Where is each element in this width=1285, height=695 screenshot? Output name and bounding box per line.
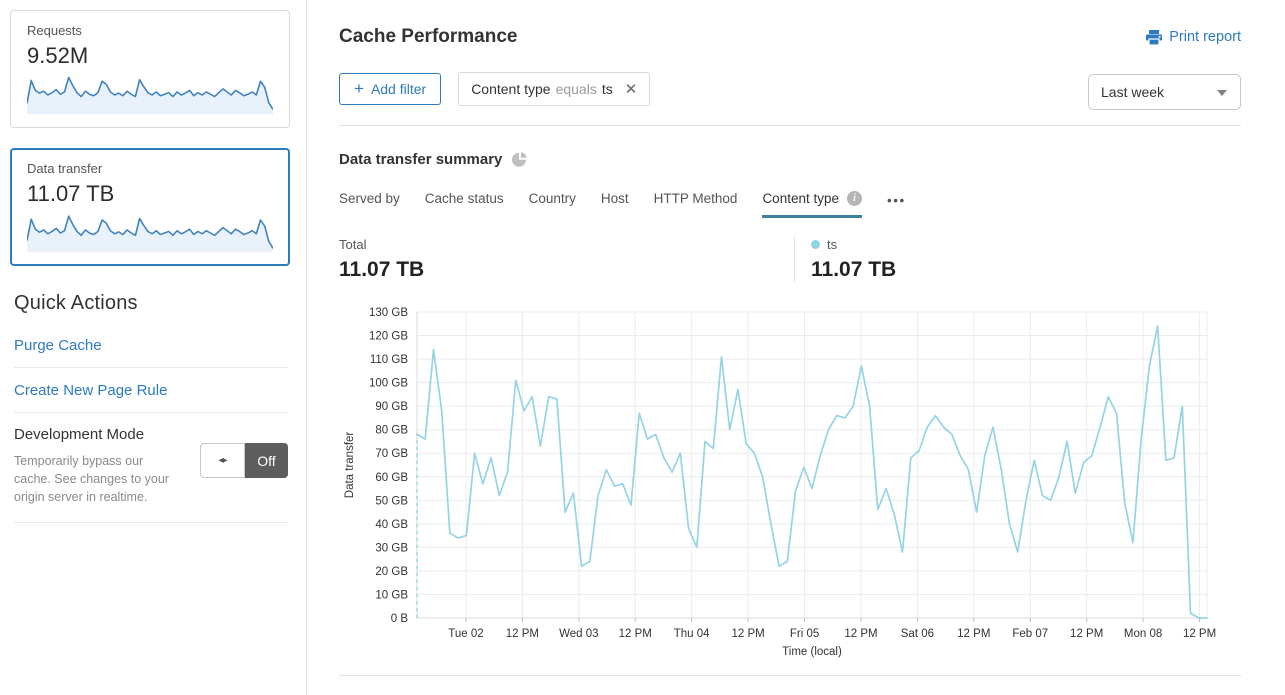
main-panel: Cache Performance Print report + Add fil… (306, 0, 1285, 695)
total-value: 11.07 TB (339, 258, 425, 281)
line-chart-svg: 0 B 10 GB 20 GB 30 GB 40 GB 50 GB 60 GB 70 GB 80… (344, 307, 1216, 658)
svg-text:90 GB: 90 GB (375, 401, 408, 413)
totals-row: Total 11.07 TB ts 11.07 TB (339, 237, 1241, 282)
svg-text:10 GB: 10 GB (375, 589, 408, 601)
toggle-arrows-icon[interactable]: ◂▸ (200, 443, 245, 478)
data-transfer-chart[interactable]: 0 B 10 GB 20 GB 30 GB 40 GB 50 GB 60 GB 70 GB 80… (339, 304, 1241, 665)
svg-text:Wed 03: Wed 03 (559, 628, 598, 640)
create-page-rule-link[interactable]: Create New Page Rule (14, 368, 288, 413)
svg-text:Thu 04: Thu 04 (674, 628, 710, 640)
data-transfer-sparkline-chart (27, 215, 273, 253)
data-transfer-card-label: Data transfer (27, 161, 103, 176)
summary-tabs: Served by Cache status Country Host HTTP… (339, 191, 1241, 218)
requests-sparkline-chart (27, 76, 273, 115)
tab-cache-status[interactable]: Cache status (424, 191, 504, 206)
legend-series-name: ts (827, 237, 838, 252)
total-label: Total (339, 237, 367, 252)
svg-text:Fri 05: Fri 05 (790, 628, 819, 640)
info-icon[interactable]: i (847, 191, 862, 206)
requests-card-value: 9.52M (27, 43, 89, 68)
data-transfer-card-value: 11.07 TB (27, 181, 115, 206)
svg-text:20 GB: 20 GB (375, 566, 408, 578)
tab-served-by[interactable]: Served by (339, 191, 400, 206)
development-mode-toggle[interactable]: ◂▸ Off (200, 443, 288, 478)
development-mode-description: Temporarily bypass our cache. See change… (14, 454, 169, 505)
time-range-select[interactable]: Last week (1088, 74, 1241, 110)
pie-chart-icon (512, 152, 528, 167)
more-tabs-button[interactable]: ••• (887, 193, 906, 208)
tab-content-type[interactable]: Content type i (762, 191, 862, 218)
svg-text:70 GB: 70 GB (375, 448, 408, 460)
quick-actions-title: Quick Actions (14, 292, 138, 314)
svg-text:12 PM: 12 PM (1183, 628, 1216, 640)
data-transfer-summary-section: Data transfer summary Served by Cache st… (307, 126, 1285, 676)
summary-title: Data transfer summary (339, 151, 503, 168)
svg-text:Mon 08: Mon 08 (1124, 628, 1162, 640)
svg-text:Sat 06: Sat 06 (901, 628, 934, 640)
legend-ts[interactable]: ts 11.07 TB (811, 237, 896, 282)
requests-card[interactable]: Requests 9.52M (10, 10, 290, 128)
header-divider (339, 125, 1241, 126)
svg-text:100 GB: 100 GB (369, 378, 408, 390)
plus-icon: + (354, 79, 364, 98)
svg-text:Data transfer: Data transfer (344, 432, 356, 499)
filter-chip-value: ts (601, 81, 613, 97)
svg-text:130 GB: 130 GB (369, 307, 408, 319)
svg-text:12 PM: 12 PM (619, 628, 652, 640)
svg-text:12 PM: 12 PM (957, 628, 990, 640)
chevron-down-icon (1217, 90, 1227, 96)
add-filter-button[interactable]: + Add filter (339, 73, 442, 105)
svg-text:60 GB: 60 GB (375, 472, 408, 484)
svg-text:12 PM: 12 PM (844, 628, 877, 640)
svg-text:Tue 02: Tue 02 (448, 628, 483, 640)
svg-text:12 PM: 12 PM (731, 628, 764, 640)
legend-series-value: 11.07 TB (811, 258, 897, 281)
quick-actions-section: Quick Actions Purge Cache Create New Pag… (14, 292, 288, 524)
analytics-sidebar: Requests 9.52M Data transfer 11.07 TB Qu… (0, 0, 306, 695)
totals-divider (794, 237, 795, 282)
filter-chip-content-type[interactable]: Content type equals ts ✕ (458, 72, 651, 106)
purge-cache-link[interactable]: Purge Cache (14, 323, 288, 368)
tab-country[interactable]: Country (528, 191, 576, 206)
legend-dot-icon (811, 240, 820, 249)
remove-filter-icon[interactable]: ✕ (624, 81, 638, 98)
svg-text:30 GB: 30 GB (375, 542, 408, 554)
svg-text:120 GB: 120 GB (369, 331, 408, 343)
svg-text:110 GB: 110 GB (370, 354, 408, 366)
page-title: Cache Performance (339, 26, 518, 47)
svg-text:12 PM: 12 PM (1070, 628, 1103, 640)
svg-text:40 GB: 40 GB (375, 519, 408, 531)
toggle-off-label: Off (245, 443, 288, 478)
filter-chip-field: Content type (471, 81, 551, 97)
add-filter-label: Add filter (370, 81, 427, 97)
requests-card-label: Requests (27, 23, 82, 38)
svg-text:12 PM: 12 PM (506, 628, 539, 640)
development-mode-row: Development Mode Temporarily bypass our … (14, 413, 288, 524)
tab-host[interactable]: Host (600, 191, 629, 206)
print-report-link[interactable]: Print report (1146, 29, 1241, 45)
print-report-label: Print report (1169, 29, 1241, 45)
svg-text:Time (local): Time (local) (782, 646, 842, 658)
printer-icon (1146, 29, 1163, 45)
svg-text:0 B: 0 B (391, 613, 409, 625)
time-range-value: Last week (1101, 84, 1165, 100)
bottom-divider (339, 675, 1241, 676)
tab-http-method[interactable]: HTTP Method (653, 191, 738, 206)
svg-text:50 GB: 50 GB (375, 495, 408, 507)
svg-text:80 GB: 80 GB (375, 425, 408, 437)
data-transfer-card[interactable]: Data transfer 11.07 TB (10, 148, 290, 266)
development-mode-label: Development Mode (14, 426, 145, 443)
filter-chip-operator: equals (555, 81, 597, 97)
svg-text:Feb 07: Feb 07 (1012, 628, 1048, 640)
